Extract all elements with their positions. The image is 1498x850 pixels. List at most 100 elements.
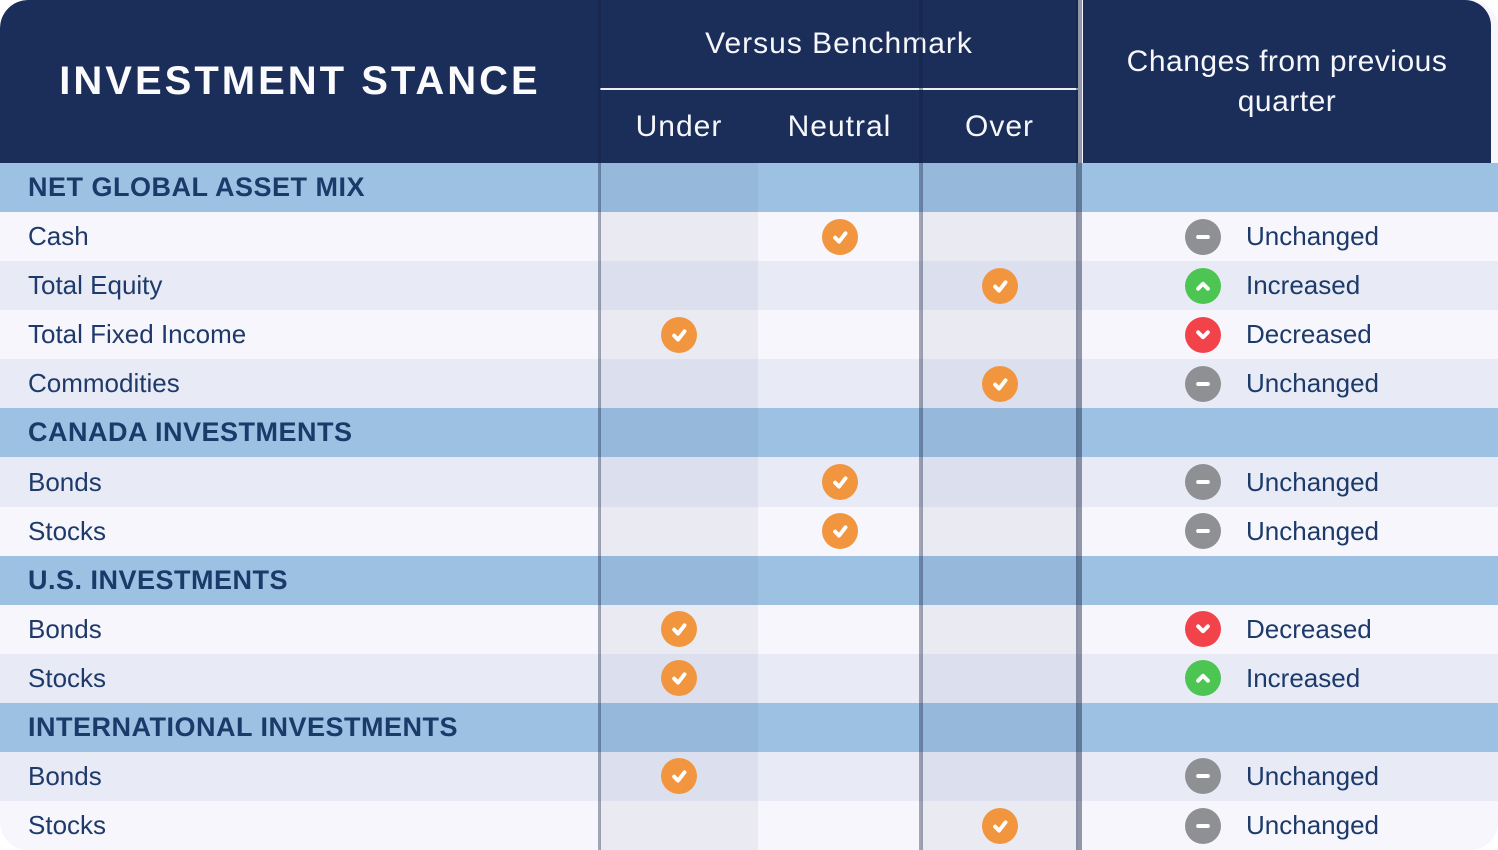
table-body: NET GLOBAL ASSET MIX Cash Unchanged Total E… [0, 163, 1498, 850]
check-circle-icon [661, 611, 697, 648]
stance-cell-neutral [758, 261, 921, 311]
section-over-cell [921, 702, 1078, 752]
row-label: Commodities [0, 359, 600, 409]
change-label: Increased [1246, 662, 1361, 693]
minus-circle-icon [1185, 464, 1221, 500]
change-label: Unchanged [1246, 221, 1379, 252]
change-label: Increased [1246, 270, 1361, 301]
section-under-cell [600, 555, 758, 605]
stance-cell-neutral [758, 506, 921, 556]
stance-cell-neutral [758, 359, 921, 409]
check-circle-icon [981, 267, 1018, 304]
row-label: Stocks [0, 506, 600, 556]
change-label: Unchanged [1246, 515, 1379, 546]
section-over-cell [921, 555, 1078, 605]
title-block: INVESTMENT STANCE [0, 0, 600, 163]
stance-cell-under [600, 604, 758, 654]
versus-benchmark-block: Versus Benchmark Under Neutral Over [600, 0, 1078, 163]
column-header-over: Over [964, 109, 1034, 143]
change-cell: Increased [1078, 261, 1498, 311]
versus-benchmark-header: Versus Benchmark [705, 27, 973, 60]
minus-circle-icon [1185, 513, 1221, 550]
section-header-row: NET GLOBAL ASSET MIX [0, 163, 1498, 213]
stance-cell-neutral [758, 751, 921, 802]
section-neutral-cell [758, 408, 921, 458]
change-cell: Decreased [1078, 604, 1498, 654]
stance-cell-neutral [758, 604, 921, 654]
stance-cell-under [600, 359, 758, 409]
section-changes-cell [1078, 702, 1498, 752]
section-header-row: U.S. INVESTMENTS [0, 555, 1498, 605]
minus-circle-icon [1185, 218, 1221, 255]
section-under-cell [600, 702, 758, 752]
changes-header: Changes from previous quarter [1126, 44, 1448, 118]
section-neutral-cell [758, 163, 921, 213]
check-circle-icon [981, 807, 1018, 844]
arrow-down-circle-icon [1185, 611, 1221, 648]
benchmark-column-headers: Under Neutral Over [600, 90, 1078, 163]
section-title: U.S. INVESTMENTS [0, 555, 600, 605]
table-title: INVESTMENT STANCE [59, 59, 541, 103]
stance-cell-under [600, 457, 758, 507]
arrow-up-circle-icon [1185, 660, 1221, 697]
stance-cell-under [600, 212, 758, 262]
check-circle-icon [821, 464, 858, 500]
table-row: Bonds Decreased [0, 604, 1498, 654]
section-header-row: INTERNATIONAL INVESTMENTS [0, 702, 1498, 752]
change-cell: Unchanged [1078, 457, 1498, 507]
minus-circle-icon [1185, 758, 1221, 795]
section-neutral-cell [758, 702, 921, 752]
stance-cell-neutral [758, 310, 921, 360]
change-cell: Increased [1078, 653, 1498, 703]
section-under-cell [600, 408, 758, 458]
table-header: INVESTMENT STANCE Versus Benchmark Under… [0, 0, 1498, 163]
change-label: Decreased [1246, 613, 1372, 644]
table-row: Bonds Unchanged [0, 751, 1498, 802]
stance-cell-over [921, 801, 1078, 850]
stance-cell-over [921, 310, 1078, 360]
row-label: Bonds [0, 457, 600, 507]
stance-cell-neutral [758, 457, 921, 507]
change-label: Unchanged [1246, 810, 1379, 841]
changes-header-block: Changes from previous quarter [1083, 0, 1491, 163]
stance-cell-over [921, 653, 1078, 703]
row-label: Stocks [0, 653, 600, 703]
stance-cell-under [600, 653, 758, 703]
benchmark-underline [600, 88, 1078, 90]
stance-cell-under [600, 751, 758, 802]
table-row: Total Fixed Income Decreased [0, 310, 1498, 360]
change-cell: Decreased [1078, 310, 1498, 360]
stance-cell-over [921, 457, 1078, 507]
stance-cell-over [921, 604, 1078, 654]
section-title: NET GLOBAL ASSET MIX [0, 163, 600, 213]
section-title: CANADA INVESTMENTS [0, 408, 600, 458]
stance-cell-over [921, 751, 1078, 802]
section-neutral-cell [758, 555, 921, 605]
row-label: Stocks [0, 801, 600, 850]
section-over-cell [921, 163, 1078, 213]
section-changes-cell [1078, 163, 1498, 213]
table-row: Stocks Unchanged [0, 506, 1498, 556]
check-circle-icon [821, 218, 858, 255]
section-header-row: CANADA INVESTMENTS [0, 408, 1498, 458]
column-header-neutral: Neutral [787, 109, 892, 143]
change-label: Unchanged [1246, 368, 1379, 399]
change-label: Unchanged [1246, 760, 1379, 791]
section-changes-cell [1078, 408, 1498, 458]
table-row: Total Equity Increased [0, 261, 1498, 311]
change-cell: Unchanged [1078, 751, 1498, 802]
stance-cell-under [600, 310, 758, 360]
check-circle-icon [661, 660, 697, 697]
check-circle-icon [981, 365, 1018, 402]
arrow-up-circle-icon [1185, 267, 1221, 304]
table-row: Stocks Unchanged [0, 801, 1498, 850]
stance-cell-under [600, 261, 758, 311]
change-label: Decreased [1246, 319, 1372, 350]
check-circle-icon [661, 758, 697, 795]
change-cell: Unchanged [1078, 506, 1498, 556]
stance-cell-neutral [758, 212, 921, 262]
stance-cell-neutral [758, 801, 921, 850]
table-row: Bonds Unchanged [0, 457, 1498, 507]
row-label: Total Fixed Income [0, 310, 600, 360]
